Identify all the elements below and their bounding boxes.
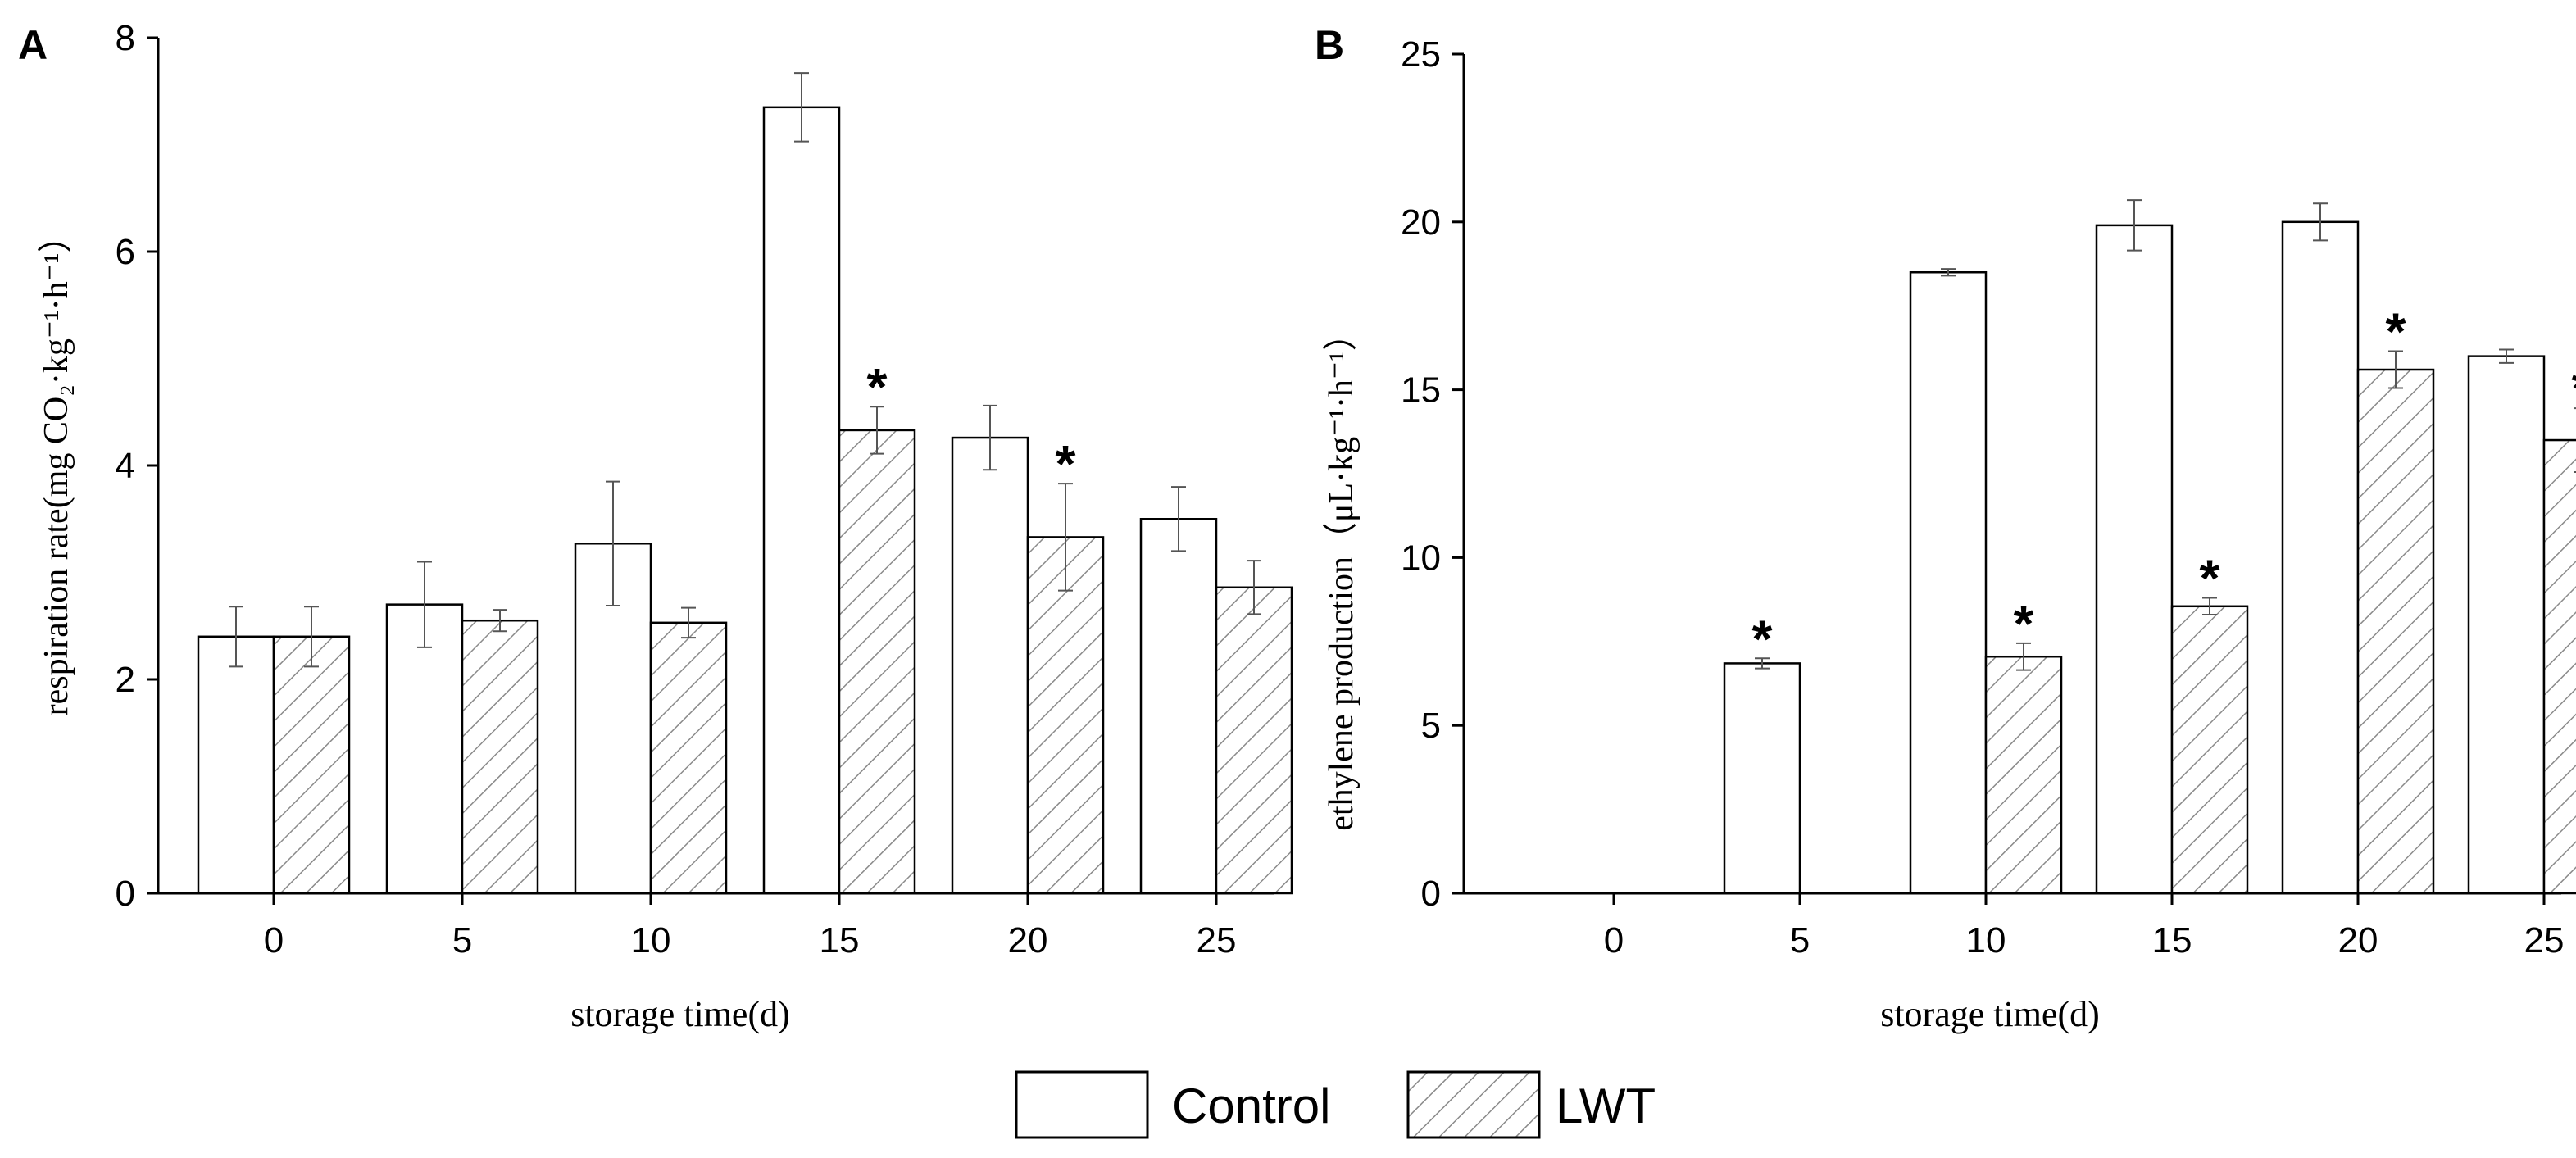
bar-lwt [2170, 605, 2249, 895]
x-tick-label: 15 [2152, 920, 2192, 960]
significance-asterisk: * [1752, 609, 1773, 668]
legend-lwt-label: LWT [1556, 1079, 1656, 1133]
significance-asterisk: * [2014, 594, 2034, 653]
bar-control [762, 106, 841, 895]
panel-b-x-ticks: 0 5 10 15 20 25 [1604, 893, 2565, 960]
x-tick-label: 25 [2524, 920, 2565, 960]
bar-control [1139, 518, 1218, 895]
panel-a-x-axis-label: storage time(d) [570, 994, 790, 1034]
bar-control [2095, 224, 2174, 895]
significance-asterisk: * [2200, 549, 2220, 608]
panel-b-letter: B [1315, 22, 1344, 68]
bar-lwt [2542, 438, 2576, 895]
bar-control [1909, 270, 1988, 895]
y-tick-label: 4 [116, 446, 135, 486]
bar-lwt [1215, 586, 1293, 895]
panel-b-y-axis-label: ethylene production（μL·kg⁻¹·h⁻¹） [1323, 316, 1361, 830]
legend-control-label: Control [1172, 1079, 1330, 1133]
panel-b-bars: * * * * * [1723, 199, 2576, 895]
x-tick-label: 5 [1790, 920, 1810, 960]
x-tick-label: 15 [820, 920, 860, 960]
bar-lwt [461, 619, 539, 895]
y-tick-label: 0 [1421, 874, 1441, 914]
y-tick-label: 25 [1401, 34, 1441, 75]
significance-asterisk: * [2572, 359, 2576, 418]
bar-control [385, 603, 464, 895]
bar-control [2467, 355, 2546, 895]
x-tick-label: 0 [264, 920, 284, 960]
y-tick-label: 2 [116, 660, 135, 700]
y-tick-label: 6 [116, 232, 135, 272]
panel-a-x-ticks: 0 5 10 15 20 25 [264, 893, 1237, 960]
bar-lwt [838, 429, 916, 895]
bar-lwt [272, 635, 351, 895]
panel-b-y-ticks: 0 5 10 15 20 25 [1401, 34, 1464, 914]
legend: Control LWT [1015, 1070, 1656, 1139]
x-tick-label: 25 [1197, 920, 1237, 960]
y-tick-label: 15 [1401, 370, 1441, 411]
bar-control [951, 436, 1029, 895]
x-tick-label: 0 [1604, 920, 1624, 960]
y-tick-label: 20 [1401, 202, 1441, 243]
significance-asterisk: * [2386, 302, 2406, 361]
x-tick-label: 10 [1966, 920, 2006, 960]
y-tick-label: 5 [1421, 706, 1441, 746]
chart-panel-b: B ethylene production（μL·kg⁻¹·h⁻¹） 0 5 10 1… [1315, 22, 2576, 1034]
bar-control [197, 635, 275, 895]
x-tick-label: 20 [2338, 920, 2378, 960]
x-tick-label: 20 [1008, 920, 1048, 960]
y-tick-label: 8 [116, 18, 135, 58]
panel-b-x-axis-label: storage time(d) [1880, 994, 2100, 1034]
bar-control [2281, 220, 2360, 895]
panel-a-letter: A [18, 22, 48, 68]
legend-control-swatch [1015, 1070, 1149, 1139]
panel-a-y-axis-label: respiration rate(mg CO₂·kg⁻¹·h⁻¹） [38, 219, 75, 716]
y-tick-label: 10 [1401, 538, 1441, 578]
chart-panel-a: A respiration rate(mg CO₂·kg⁻¹·h⁻¹） 0 2 4 6… [18, 18, 1293, 1034]
bar-lwt [649, 621, 728, 895]
y-tick-label: 0 [116, 874, 135, 914]
bar-lwt [1984, 655, 2063, 895]
bar-control [1723, 662, 1801, 895]
significance-asterisk: * [1056, 434, 1076, 493]
bar-lwt [2356, 368, 2435, 895]
x-tick-label: 5 [452, 920, 472, 960]
panel-a-y-ticks: 0 2 4 6 8 [116, 18, 158, 914]
significance-asterisk: * [867, 357, 888, 416]
legend-lwt-swatch [1406, 1070, 1541, 1139]
panel-a-bars: ** [197, 72, 1293, 895]
x-tick-label: 10 [631, 920, 671, 960]
